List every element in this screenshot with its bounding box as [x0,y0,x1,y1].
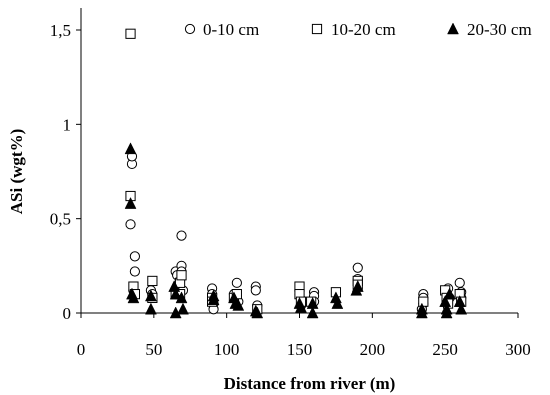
data-point-20-30cm [351,280,364,292]
legend-label: 10-20 cm [331,20,396,39]
legend-marker [447,22,459,35]
data-point-20-30cm [177,302,189,315]
data-point-20-30cm [443,287,456,300]
series-20-30cm [124,142,468,319]
data-point-20-30cm [127,291,140,304]
legend-marker [311,23,323,35]
data-point-0-10cm [129,251,140,262]
legend-item: 20-30 cm [447,20,532,39]
data-point-20-30cm [440,306,453,319]
x-tick-label: 150 [287,340,313,359]
data-point-20-30cm [175,291,188,304]
y-tick-label: 1,5 [50,21,71,40]
data-point-0-10cm [454,277,465,288]
x-axis-title: Distance from river (m) [224,374,396,393]
data-point-0-10cm [125,219,136,230]
data-point-20-30cm [306,306,319,319]
data-point-20-30cm [169,287,182,300]
x-tick-label: 0 [77,340,86,359]
x-tick-label: 100 [214,340,240,359]
legend-label: 0-10 cm [203,20,259,39]
data-point-20-30cm [207,293,220,306]
data-point-10-20cm [418,296,429,307]
data-point-0-10cm [231,277,242,288]
data-point-20-30cm [124,142,137,155]
data-point-10-20cm [176,270,187,281]
data-point-20-30cm [415,306,428,319]
data-point-20-30cm [145,289,157,302]
legend-item: 0-10 cm [184,20,259,39]
data-point-10-20cm [125,28,136,39]
data-point-20-30cm [295,300,307,313]
x-tick-label: 300 [505,340,531,359]
data-points [124,28,468,319]
y-tick-label: 0 [63,304,72,323]
legend: 0-10 cm 10-20 cm 20-30 cm [184,20,532,39]
x-tick-label: 250 [432,340,458,359]
x-tick-label: 50 [145,340,162,359]
data-point-0-10cm [250,285,261,296]
data-point-20-30cm [232,298,245,311]
data-point-20-30cm [145,302,157,315]
data-point-20-30cm [251,306,264,319]
data-point-0-10cm [176,230,187,241]
data-point-10-20cm [147,275,158,287]
data-point-0-10cm [129,266,140,277]
legend-marker [184,23,196,35]
legend-item: 10-20 cm [311,20,396,39]
y-tick-label: 0,5 [50,210,71,229]
data-point-0-10cm [352,262,363,273]
data-point-20-30cm [455,302,468,315]
data-point-20-30cm [124,197,137,209]
data-point-20-30cm [331,297,344,309]
y-axis-title: ASi (wgt%) [7,129,26,214]
legend-label: 20-30 cm [467,20,532,39]
x-tick-label: 200 [360,340,386,359]
series-10-20cm [125,28,467,315]
y-tick-label: 1 [63,115,72,134]
